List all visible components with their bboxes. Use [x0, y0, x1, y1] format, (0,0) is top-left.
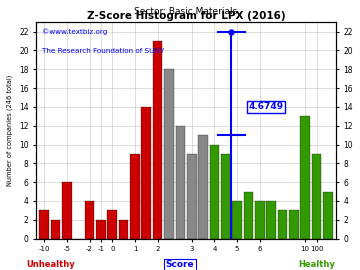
Bar — [96, 220, 106, 239]
Bar — [266, 201, 276, 239]
Text: Sector: Basic Materials: Sector: Basic Materials — [134, 7, 238, 16]
Bar — [232, 201, 242, 239]
Title: Z-Score Histogram for LPX (2016): Z-Score Histogram for LPX (2016) — [87, 11, 285, 21]
Text: Unhealthy: Unhealthy — [26, 260, 75, 269]
Bar — [198, 135, 208, 239]
Bar — [289, 210, 299, 239]
Text: The Research Foundation of SUNY: The Research Foundation of SUNY — [42, 48, 165, 54]
Bar — [39, 210, 49, 239]
Bar — [141, 107, 151, 239]
Bar — [51, 220, 60, 239]
Bar — [244, 192, 253, 239]
Bar — [119, 220, 129, 239]
Text: ©www.textbiz.org: ©www.textbiz.org — [42, 29, 108, 35]
Bar — [278, 210, 287, 239]
Bar — [176, 126, 185, 239]
Bar — [62, 182, 72, 239]
Text: Healthy: Healthy — [298, 260, 335, 269]
Bar — [153, 41, 162, 239]
Bar — [221, 154, 230, 239]
Text: 4.6749: 4.6749 — [248, 102, 284, 111]
Bar — [300, 116, 310, 239]
Bar — [164, 69, 174, 239]
Bar — [323, 192, 333, 239]
Bar — [255, 201, 265, 239]
Bar — [85, 201, 94, 239]
Y-axis label: Number of companies (246 total): Number of companies (246 total) — [7, 75, 13, 186]
Text: Score: Score — [166, 260, 194, 269]
Bar — [107, 210, 117, 239]
Bar — [312, 154, 321, 239]
Bar — [130, 154, 140, 239]
Bar — [210, 144, 219, 239]
Bar — [187, 154, 197, 239]
